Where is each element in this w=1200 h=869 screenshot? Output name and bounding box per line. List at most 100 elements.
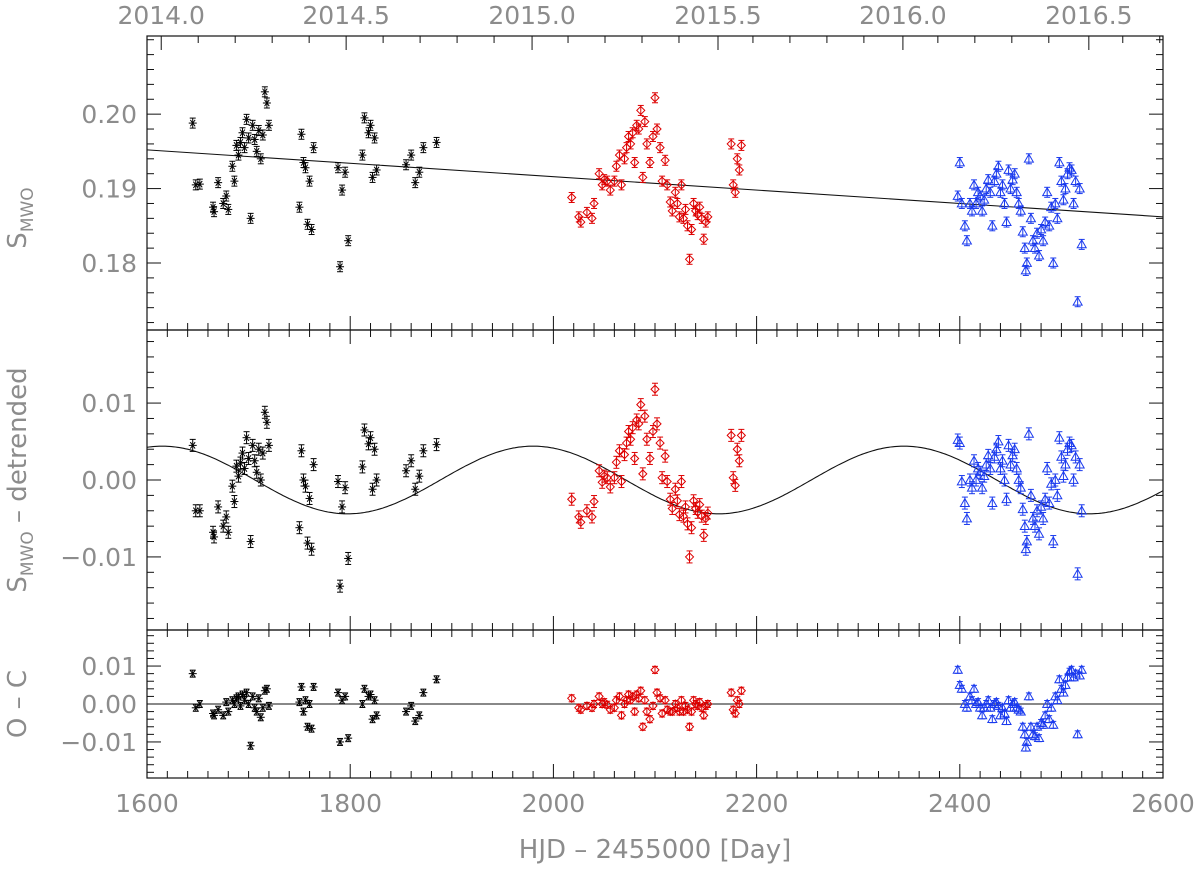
middle-point — [655, 436, 665, 450]
marker-triangle — [984, 462, 996, 473]
marker-diamond — [609, 176, 620, 186]
marker-asterisk — [335, 164, 341, 172]
marker-diamond — [697, 511, 707, 521]
marker-triangle — [1003, 439, 1014, 450]
marker-diamond — [728, 704, 738, 715]
marker-asterisk — [192, 704, 199, 712]
marker-asterisk — [241, 696, 248, 704]
middle-point — [248, 438, 257, 452]
marker-diamond — [688, 198, 699, 209]
marker-triangle — [952, 664, 964, 674]
middle-point — [341, 481, 350, 495]
top-point — [336, 261, 345, 273]
marker-asterisk — [197, 180, 203, 188]
marker-asterisk — [255, 694, 262, 702]
marker-diamond — [730, 708, 740, 719]
bottom-point — [1015, 706, 1027, 716]
marker-diamond — [638, 172, 648, 183]
marker-asterisk — [225, 205, 232, 213]
marker-triangle — [1027, 512, 1039, 523]
middle-point — [1047, 535, 1059, 549]
marker-asterisk — [359, 463, 366, 471]
marker-triangle — [1076, 238, 1088, 249]
marker-triangle — [1019, 242, 1031, 253]
marker-diamond — [589, 699, 599, 709]
marker-asterisk — [192, 507, 199, 515]
marker-diamond — [636, 399, 646, 410]
middle-point — [703, 506, 713, 520]
marker-triangle — [1033, 528, 1045, 538]
marker-asterisk — [251, 457, 258, 465]
marker-diamond — [730, 187, 740, 198]
top-year-label: 2016.0 — [859, 1, 946, 30]
middle-point — [619, 448, 630, 462]
marker-diamond — [642, 139, 652, 149]
marker-diamond — [640, 411, 650, 421]
middle-point — [191, 504, 200, 518]
bottom-panel-ylabel: O – C — [3, 670, 33, 738]
top-point — [625, 138, 636, 150]
marker-triangle — [959, 220, 971, 230]
marker-triangle — [976, 709, 988, 720]
middle-point — [730, 478, 740, 492]
top-point — [726, 138, 736, 150]
marker-asterisk — [339, 503, 345, 511]
marker-asterisk — [215, 706, 221, 714]
marker-diamond — [587, 703, 597, 713]
marker-diamond — [684, 552, 695, 562]
middle-panel-frame — [146, 329, 1164, 631]
top-point — [188, 117, 197, 129]
marker-diamond — [670, 187, 681, 198]
marker-asterisk — [262, 408, 268, 416]
middle-point — [634, 417, 644, 431]
bottom-point — [432, 675, 441, 684]
marker-diamond — [629, 706, 640, 717]
top-ytick-label: 0.18 — [81, 249, 137, 278]
marker-asterisk — [247, 538, 254, 546]
bottom-point — [264, 701, 273, 710]
middle-point — [629, 451, 640, 465]
middle-point — [574, 510, 584, 524]
marker-triangle — [1029, 242, 1041, 253]
top-point — [1021, 257, 1033, 269]
marker-diamond — [636, 105, 646, 116]
marker-triangle — [982, 449, 994, 460]
marker-triangle — [993, 436, 1004, 446]
marker-asterisk — [361, 685, 368, 693]
middle-point — [230, 495, 239, 509]
marker-asterisk — [223, 513, 230, 521]
marker-diamond — [674, 706, 685, 717]
middle-point — [1043, 496, 1055, 510]
marker-diamond — [625, 695, 636, 705]
top-point — [297, 128, 306, 140]
marker-triangle — [961, 702, 973, 712]
marker-triangle — [1017, 503, 1029, 514]
marker-diamond — [640, 695, 650, 705]
marker-asterisk — [359, 700, 366, 708]
marker-asterisk — [257, 155, 264, 163]
marker-diamond — [634, 419, 644, 429]
bottom-point — [993, 700, 1004, 710]
middle-point — [676, 475, 687, 489]
marker-triangle — [1037, 512, 1049, 523]
marker-triangle — [988, 451, 1000, 461]
marker-diamond — [648, 131, 658, 142]
bottom-point — [686, 706, 697, 717]
marker-diamond — [660, 695, 670, 705]
marker-asterisk — [335, 478, 341, 486]
marker-triangle — [1013, 474, 1025, 484]
marker-asterisk — [306, 700, 313, 708]
bottom-point — [1037, 719, 1049, 729]
top-point — [246, 212, 255, 224]
middle-point — [648, 425, 658, 439]
marker-triangle — [1039, 216, 1051, 226]
middle-point — [1033, 527, 1045, 541]
top-point — [244, 132, 253, 144]
middle-point — [1001, 492, 1012, 506]
marker-asterisk — [306, 494, 313, 502]
top-point — [961, 235, 973, 247]
marker-asterisk — [251, 135, 258, 143]
top-point — [1056, 175, 1067, 187]
middle-point — [582, 504, 592, 518]
